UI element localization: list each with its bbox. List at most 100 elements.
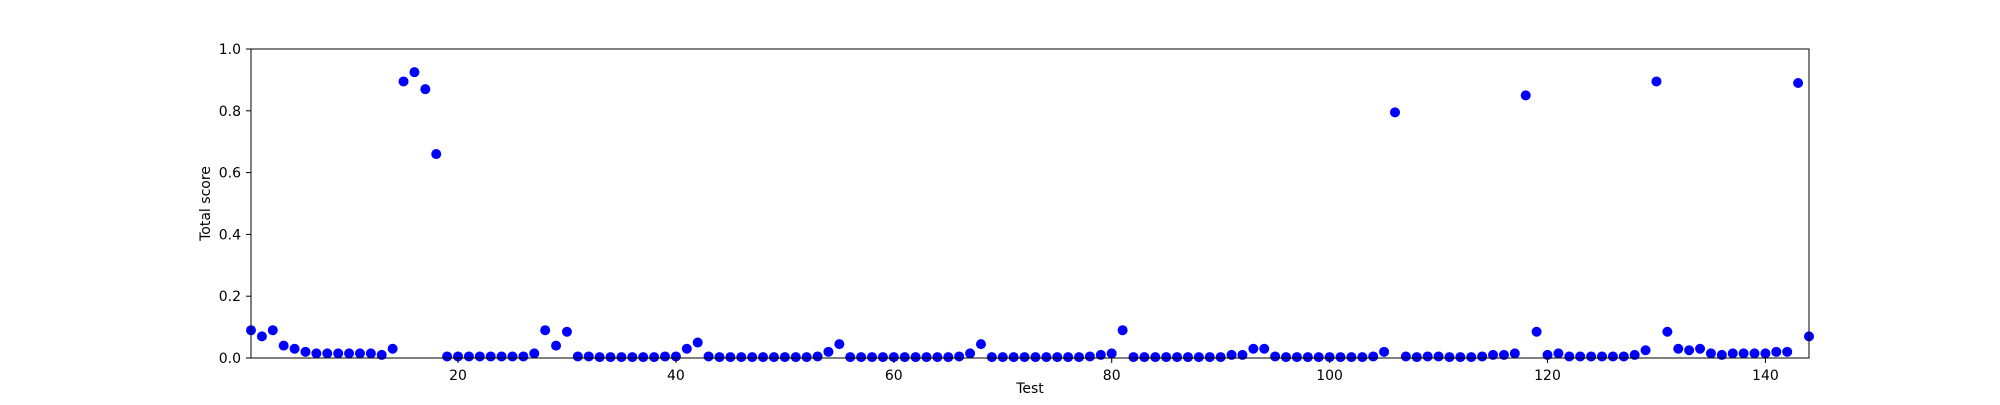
data-point xyxy=(1542,349,1553,360)
data-point xyxy=(1084,351,1095,362)
data-point xyxy=(267,325,278,336)
data-point xyxy=(278,340,289,351)
data-point xyxy=(801,352,812,363)
data-point xyxy=(1389,107,1400,118)
data-point xyxy=(1477,351,1488,362)
data-point xyxy=(725,352,736,363)
data-point xyxy=(1575,351,1586,362)
data-point xyxy=(1204,352,1215,363)
data-point xyxy=(1705,348,1716,359)
data-point xyxy=(1553,348,1564,359)
data-point xyxy=(1498,349,1509,360)
data-point xyxy=(1400,351,1411,362)
data-point xyxy=(1161,352,1172,363)
data-point xyxy=(1172,352,1183,363)
data-point xyxy=(1302,352,1313,363)
data-point xyxy=(1749,348,1760,359)
data-point xyxy=(1030,352,1041,363)
x-tick-label: 140 xyxy=(1752,368,1779,384)
data-point xyxy=(877,352,888,363)
data-point xyxy=(1291,352,1302,363)
data-point xyxy=(834,339,845,350)
data-point xyxy=(1433,351,1444,362)
data-point xyxy=(823,346,834,357)
data-point xyxy=(681,343,692,354)
data-point xyxy=(518,351,529,362)
x-tick-label: 20 xyxy=(449,368,467,384)
y-tick-label: 0.4 xyxy=(219,227,241,243)
data-point xyxy=(1324,352,1335,363)
data-point xyxy=(365,348,376,359)
data-point xyxy=(921,352,932,363)
data-point xyxy=(1368,351,1379,362)
data-point xyxy=(649,352,660,363)
data-point xyxy=(256,331,267,342)
data-point xyxy=(1074,352,1085,363)
data-point xyxy=(975,339,986,350)
data-point xyxy=(1259,343,1270,354)
data-point xyxy=(507,351,518,362)
data-point xyxy=(442,351,453,362)
x-axis-label: Test xyxy=(1015,381,1044,397)
data-point xyxy=(1019,352,1030,363)
data-point xyxy=(779,352,790,363)
data-point xyxy=(1629,349,1640,360)
data-point xyxy=(758,352,769,363)
y-tick-label: 1.0 xyxy=(219,42,241,58)
data-point xyxy=(594,352,605,363)
data-point xyxy=(1607,351,1618,362)
data-point xyxy=(420,84,431,95)
data-point xyxy=(845,352,856,363)
data-point xyxy=(1618,351,1629,362)
data-point xyxy=(670,351,681,362)
data-point xyxy=(1520,90,1531,101)
data-point xyxy=(431,149,442,160)
data-point xyxy=(1095,349,1106,360)
data-point xyxy=(867,352,878,363)
data-point xyxy=(638,352,649,363)
y-tick-label: 0.8 xyxy=(219,104,241,120)
data-point xyxy=(409,67,420,78)
data-point xyxy=(1455,352,1466,363)
data-point xyxy=(474,351,485,362)
data-point xyxy=(1041,352,1052,363)
data-point xyxy=(856,352,867,363)
data-point xyxy=(997,352,1008,363)
data-point xyxy=(616,352,627,363)
data-point xyxy=(1695,343,1706,354)
data-point xyxy=(899,352,910,363)
data-point xyxy=(398,76,409,87)
y-tick-label: 0.2 xyxy=(219,289,241,305)
data-point xyxy=(768,352,779,363)
x-tick-label: 100 xyxy=(1316,368,1343,384)
data-point xyxy=(692,337,703,348)
x-axis-ticks: 20 40 60 80 100 120 140 xyxy=(449,358,1779,384)
data-point xyxy=(551,340,562,351)
data-point xyxy=(714,352,725,363)
data-point xyxy=(1466,352,1477,363)
data-point xyxy=(1335,352,1346,363)
data-point xyxy=(888,352,899,363)
data-point xyxy=(954,351,965,362)
data-point xyxy=(485,351,496,362)
y-axis-ticks: 0.0 0.2 0.4 0.6 0.8 1.0 xyxy=(219,42,251,367)
data-point xyxy=(1531,326,1542,337)
data-point xyxy=(1346,352,1357,363)
data-point xyxy=(1422,351,1433,362)
data-point xyxy=(344,348,355,359)
data-point xyxy=(1673,343,1684,354)
data-point xyxy=(529,348,540,359)
data-point xyxy=(1106,348,1117,359)
data-point xyxy=(1270,351,1281,362)
data-point xyxy=(354,348,365,359)
data-point xyxy=(1182,352,1193,363)
data-point xyxy=(1651,76,1662,87)
data-point xyxy=(1640,345,1651,356)
data-point xyxy=(943,352,954,363)
data-point xyxy=(1738,348,1749,359)
data-point xyxy=(1596,351,1607,362)
data-point xyxy=(605,352,616,363)
data-point xyxy=(1150,352,1161,363)
x-tick-label: 60 xyxy=(885,368,903,384)
